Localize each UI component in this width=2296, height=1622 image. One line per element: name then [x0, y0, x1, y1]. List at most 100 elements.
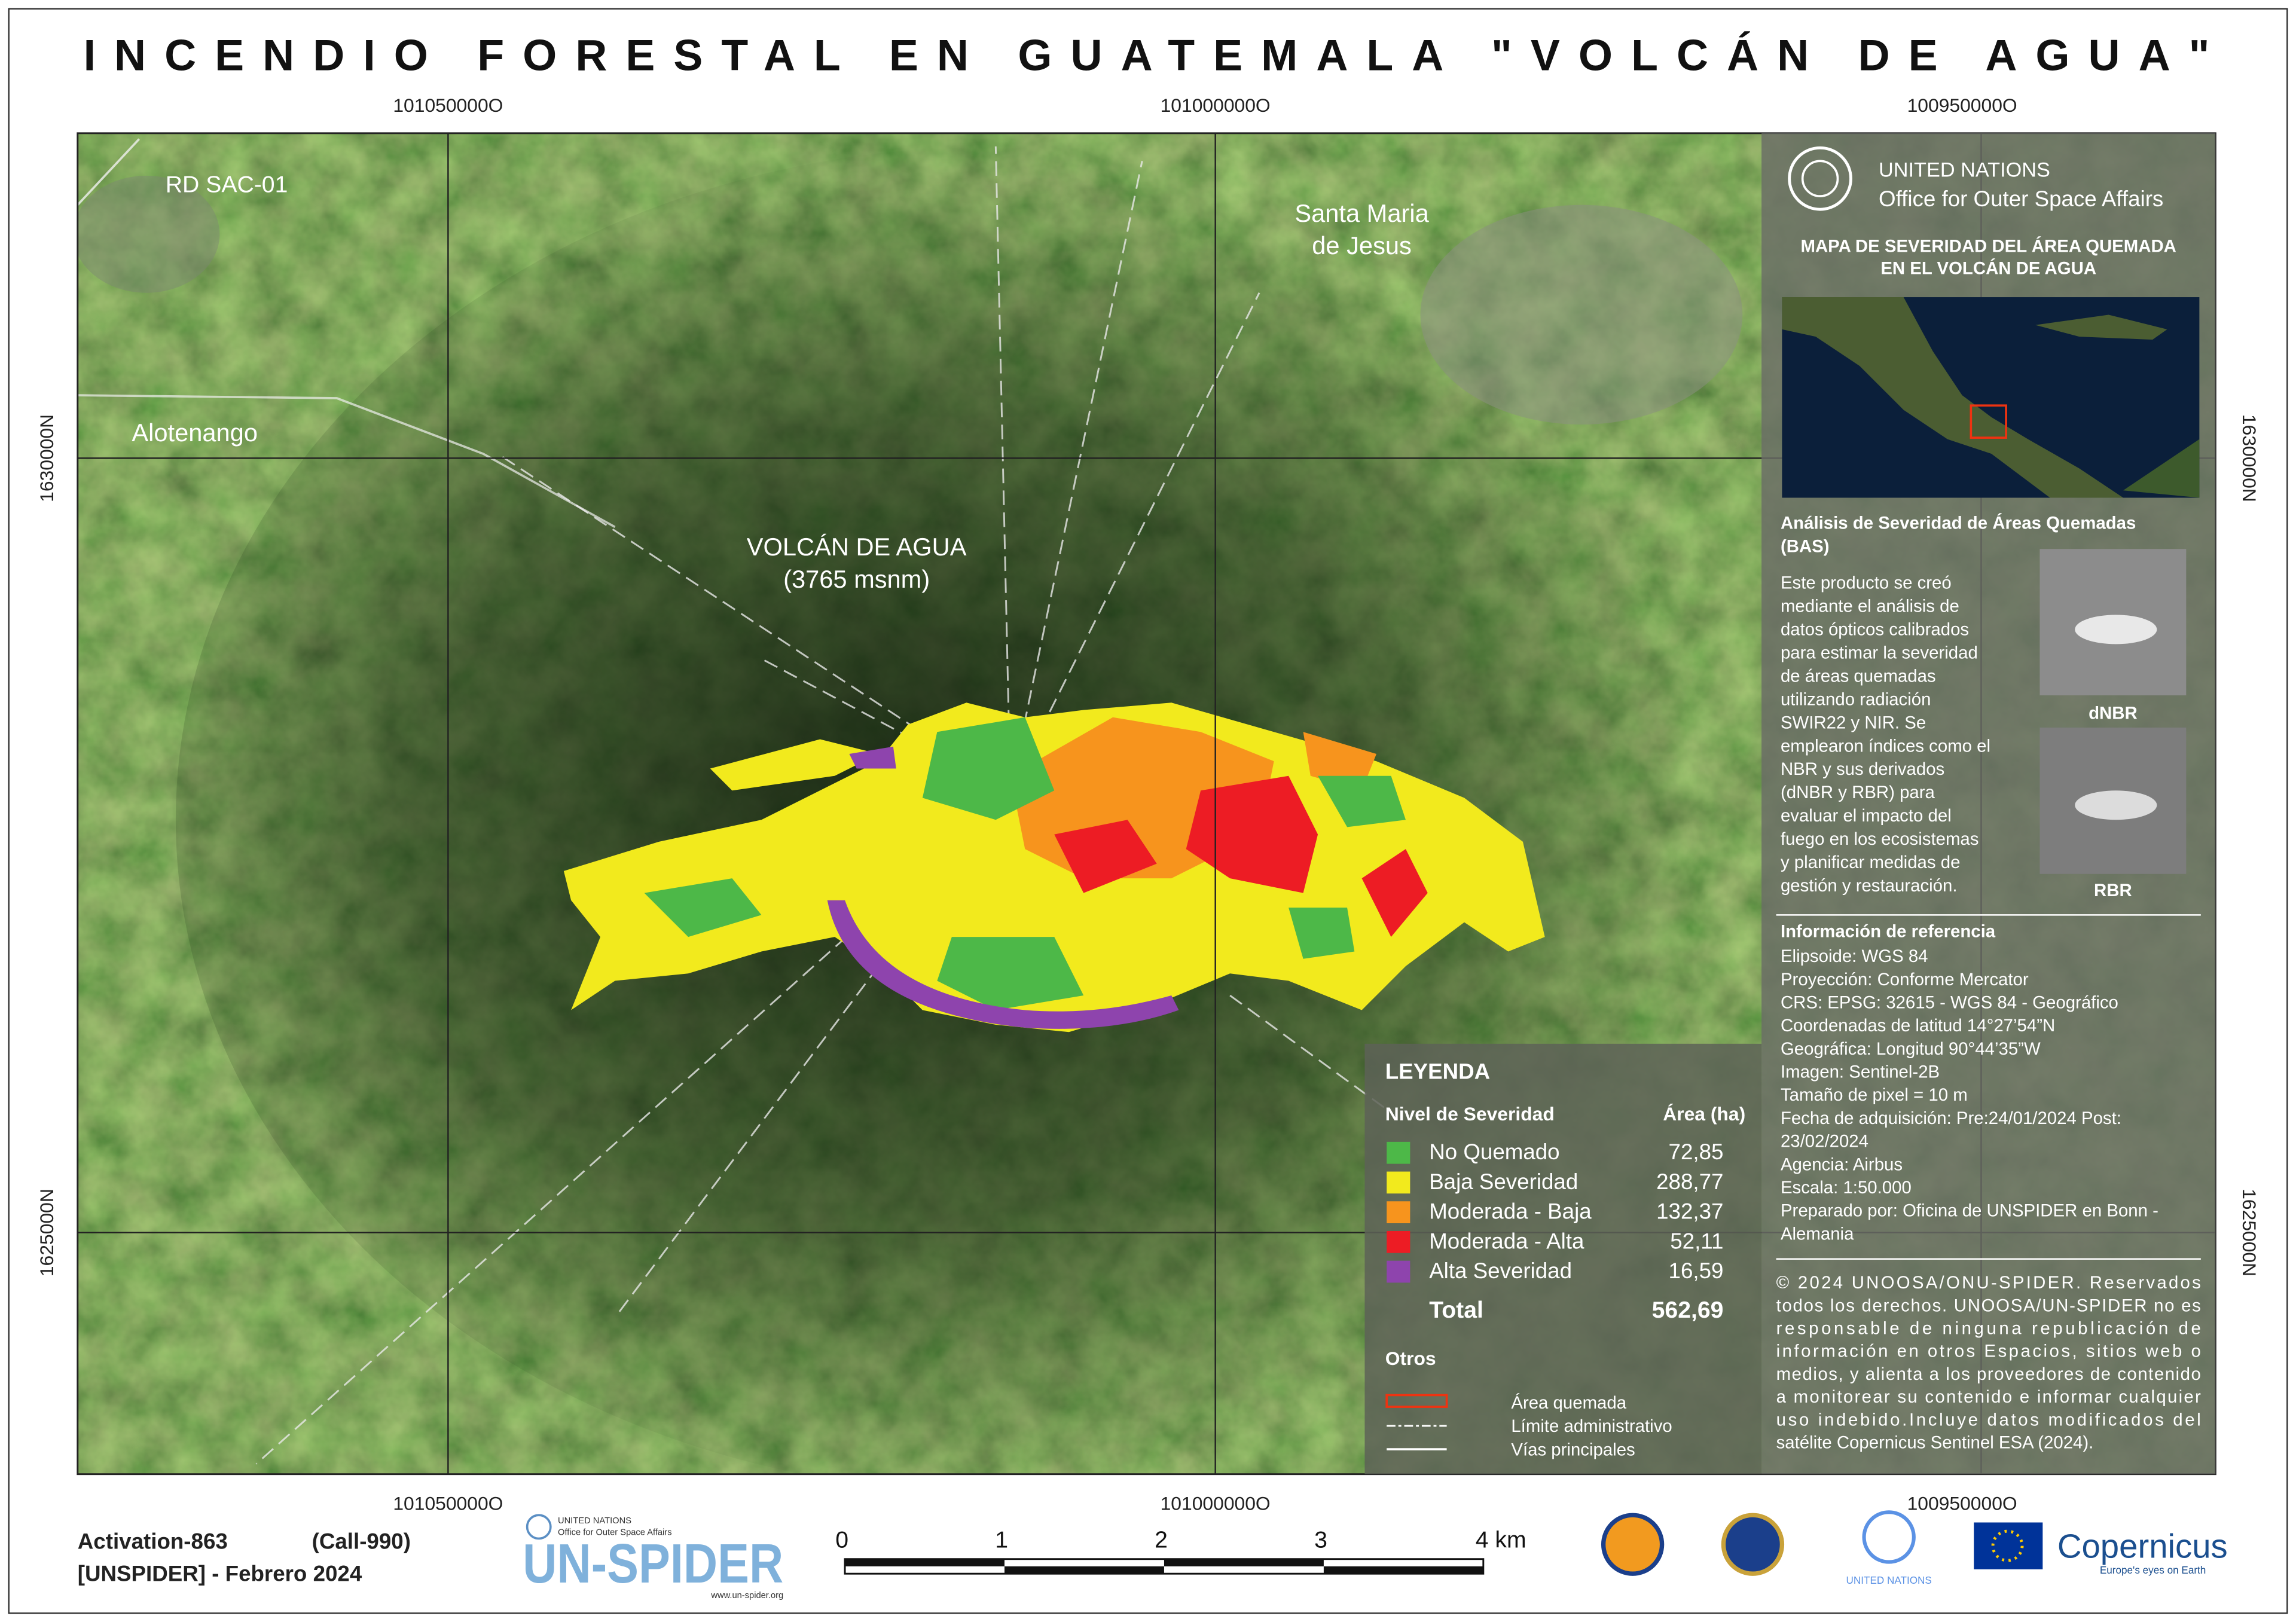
coord-left: 1625000N: [36, 1189, 57, 1276]
panel-title: EN EL VOLCÁN DE AGUA: [1880, 258, 2096, 278]
coord-bottom: 100950000O: [1907, 1493, 2017, 1514]
analysis-line: (dNBR y RBR) para: [1781, 783, 1935, 802]
burn-moderate-high: [1186, 775, 1318, 893]
call: (Call-990): [312, 1529, 411, 1553]
inset-locator: [1970, 404, 2007, 439]
scale-segment: [1323, 1566, 1483, 1574]
reference-line: Geográfica: Longitud 90°44’35”W: [1781, 1039, 2041, 1059]
thumbnail-burn: [2075, 615, 2157, 644]
scale-label: 2: [1155, 1528, 1168, 1553]
legend-swatch: [1387, 1230, 1410, 1253]
un-emblem: [1788, 146, 1852, 211]
reference-title: Información de referencia: [1781, 921, 1996, 941]
burn-low: [710, 739, 879, 791]
road: [77, 138, 140, 206]
legend-area: 72,85: [1669, 1140, 1724, 1164]
analysis-line: de áreas quemadas: [1781, 666, 1936, 686]
scale-label: 0: [835, 1528, 848, 1553]
analysis-title: Análisis de Severidad de Áreas Quemadas: [1781, 512, 2136, 533]
coord-right: 1630000N: [2239, 414, 2260, 502]
analysis-line: datos ópticos calibrados: [1781, 620, 1969, 640]
burn-unburned: [937, 937, 1084, 1010]
reference-line: Preparado por: Oficina de UNSPIDER en Bo…: [1781, 1201, 2158, 1221]
coord-top: 101000000O: [1161, 94, 1271, 116]
agency-logo: [1721, 1513, 1785, 1576]
legend-others: Área quemada Límite administrativo Vías pr…: [1511, 1393, 1672, 1459]
reference-line: Agencia: Airbus: [1781, 1154, 1903, 1174]
burn-unburned: [1289, 908, 1355, 959]
reference-line: 23/02/2024: [1781, 1132, 1868, 1151]
conred-logo: [1601, 1513, 1665, 1576]
road: [77, 394, 616, 529]
burn-unburned: [922, 717, 1055, 820]
legend-other-label: Área quemada: [1511, 1393, 1626, 1413]
legend-label: No Quemado: [1429, 1140, 1559, 1164]
legend-other-label: Límite administrativo: [1511, 1416, 1672, 1436]
legend-area: 52,11: [1670, 1229, 1723, 1253]
analysis-line: para estimar la severidad: [1781, 643, 1978, 663]
burn-moderate-high: [1054, 820, 1157, 893]
legend-other-label: Vías principales: [1511, 1440, 1635, 1459]
legend-label: Moderada - Baja: [1429, 1199, 1592, 1224]
coord-left: 1630000N: [36, 414, 57, 502]
legend-total-value: 562,69: [1652, 1297, 1724, 1323]
burn-moderate-high: [1361, 849, 1428, 937]
coord-top: 100950000O: [1907, 94, 2017, 116]
eu-stars: [1991, 1529, 2024, 1562]
legend-area: 16,59: [1669, 1258, 1724, 1283]
scale-segment: [1164, 1559, 1324, 1566]
town-label: de Jesus: [1312, 231, 1412, 259]
town-area: [1420, 204, 1743, 425]
un-logo: [1862, 1510, 1916, 1564]
credit: [UNSPIDER] - Febrero 2024: [78, 1561, 362, 1586]
inset-land: [1782, 297, 2124, 498]
copyright-line: uso indebido.Incluye datos modificados d…: [1776, 1410, 2201, 1429]
panel-title: MAPA DE SEVERIDAD DEL ÁREA QUEMADA: [1801, 236, 2176, 256]
unspider-org: Office for Outer Space Affairs: [558, 1528, 672, 1538]
reference-line: Imagen: Sentinel-2B: [1781, 1062, 1940, 1082]
unspider-url: www.un-spider.org: [710, 1591, 783, 1600]
place-labels: RD SAC-01 Santa Maria de Jesus Alotenang…: [132, 172, 1429, 593]
legend-swatch: [1387, 1141, 1410, 1164]
volcano-label: VOLCÁN DE AGUA: [747, 533, 967, 561]
legend-header: Área (ha): [1663, 1103, 1745, 1125]
un-emblem: [1801, 160, 1839, 197]
reference-line: Coordenadas de latitud 14°27’54”N: [1781, 1016, 2055, 1035]
burn-unburned: [1318, 775, 1406, 827]
coord-bottom: 101050000O: [393, 1493, 503, 1514]
legend-header: Nivel de Severidad: [1385, 1103, 1555, 1125]
sheet-border: [8, 8, 2288, 1614]
inset-land: [2123, 439, 2200, 498]
copyright-line: responsable de ninguna republicación de: [1776, 1319, 2201, 1339]
reference-line: Fecha de adquisición: Pre:24/01/2024 Pos…: [1781, 1108, 2121, 1128]
legend-label: Baja Severidad: [1429, 1169, 1578, 1194]
thumbnail-burn: [2075, 790, 2157, 820]
legend-others-title: Otros: [1385, 1348, 1436, 1369]
burn-area: [563, 702, 1545, 1033]
analysis-line: emplearon índices como el: [1781, 736, 1990, 756]
scale-labels: 0 1 2 3 4 km: [835, 1528, 1526, 1553]
legend-swatch: [1387, 1201, 1410, 1224]
legend-total-label: Total: [1429, 1297, 1483, 1323]
analysis-line: SWIR22 y NIR. Se: [1781, 713, 1926, 732]
scale-label: 1: [995, 1528, 1008, 1553]
copernicus-logo: Copernicus: [2057, 1527, 2228, 1565]
unspider-org: UNITED NATIONS: [558, 1516, 631, 1526]
analysis-title: (BAS): [1781, 537, 1830, 557]
legend-area: 288,77: [1656, 1169, 1723, 1194]
analysis-line: fuego en los ecosistemas: [1781, 829, 1979, 849]
un-logo-text: UNITED NATIONS: [1846, 1574, 1931, 1586]
copyright-line: satélite Copernicus Sentinel ESA (2024).: [1776, 1433, 2094, 1453]
reference-line: Elipsoide: WGS 84: [1781, 946, 1928, 966]
scale-bar: [844, 1558, 1485, 1575]
town-label: Santa Maria: [1294, 199, 1429, 227]
legend-area: 132,37: [1656, 1199, 1723, 1224]
analysis-line: evaluar el impacto del: [1781, 806, 1952, 826]
legend-swatch: [1387, 1171, 1410, 1194]
scale-label: 4 km: [1476, 1528, 1526, 1553]
analysis-line: gestión y restauración.: [1781, 876, 1958, 896]
unspider-logo: UN-SPIDER: [523, 1532, 783, 1594]
scale-label: 3: [1314, 1528, 1327, 1553]
